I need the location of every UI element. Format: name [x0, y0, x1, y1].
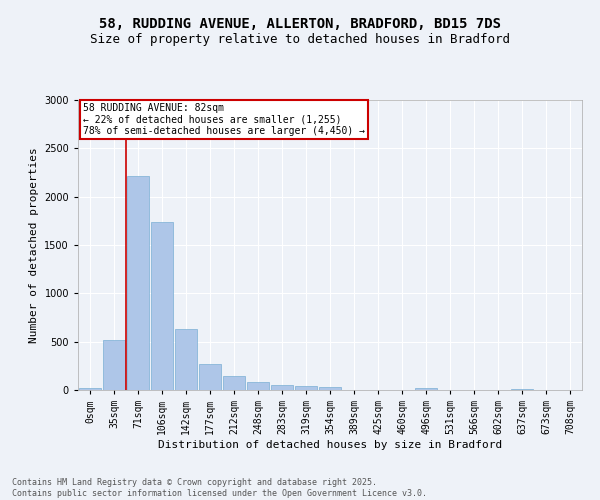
Text: Contains HM Land Registry data © Crown copyright and database right 2025.
Contai: Contains HM Land Registry data © Crown c… — [12, 478, 427, 498]
Bar — [247, 382, 269, 390]
Bar — [271, 385, 293, 390]
Bar — [175, 328, 197, 390]
Bar — [295, 386, 317, 390]
X-axis label: Distribution of detached houses by size in Bradford: Distribution of detached houses by size … — [158, 440, 502, 450]
Bar — [511, 388, 533, 390]
Text: 58 RUDDING AVENUE: 82sqm
← 22% of detached houses are smaller (1,255)
78% of sem: 58 RUDDING AVENUE: 82sqm ← 22% of detach… — [83, 103, 365, 136]
Text: Size of property relative to detached houses in Bradford: Size of property relative to detached ho… — [90, 32, 510, 46]
Bar — [415, 388, 437, 390]
Bar — [151, 222, 173, 390]
Y-axis label: Number of detached properties: Number of detached properties — [29, 147, 38, 343]
Bar — [103, 340, 125, 390]
Bar — [79, 388, 101, 390]
Bar — [127, 176, 149, 390]
Text: 58, RUDDING AVENUE, ALLERTON, BRADFORD, BD15 7DS: 58, RUDDING AVENUE, ALLERTON, BRADFORD, … — [99, 18, 501, 32]
Bar — [199, 364, 221, 390]
Bar — [319, 386, 341, 390]
Bar — [223, 376, 245, 390]
